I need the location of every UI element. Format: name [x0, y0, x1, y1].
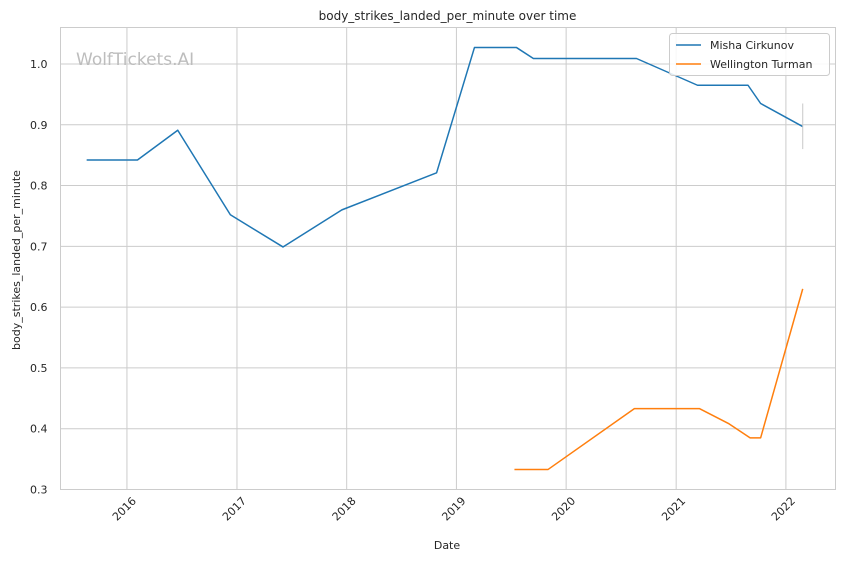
y-tick-labels: 0.3 0.4 0.5 0.6 0.7 0.8 0.9 1.0 — [30, 58, 48, 497]
y-tick-label: 0.4 — [30, 423, 48, 436]
y-tick-label: 1.0 — [30, 58, 48, 71]
series-layer — [86, 46, 804, 471]
plot-frame — [60, 27, 836, 490]
y-tick-label: 0.5 — [30, 362, 48, 375]
y-tick-label: 0.8 — [30, 180, 48, 193]
y-tick-label: 0.3 — [30, 484, 48, 497]
legend-label-misha-cirkunov: Misha Cirkunov — [710, 39, 794, 52]
series-line-misha-cirkunov — [86, 46, 804, 248]
y-axis-label: body_strikes_landed_per_minute — [10, 170, 23, 350]
legend-box — [669, 33, 830, 76]
y-tick-label: 0.7 — [30, 240, 48, 253]
y-tick-label: 0.6 — [30, 301, 48, 314]
series-line-wellington-turman — [514, 288, 804, 471]
watermark: WolfTickets.AI — [76, 50, 194, 70]
chart-title: body_strikes_landed_per_minute over time — [319, 9, 577, 23]
legend: Misha Cirkunov Wellington Turman — [669, 33, 830, 76]
x-axis-label: Date — [434, 539, 461, 552]
legend-label-wellington-turman: Wellington Turman — [710, 58, 812, 71]
y-tick-label: 0.9 — [30, 119, 48, 132]
